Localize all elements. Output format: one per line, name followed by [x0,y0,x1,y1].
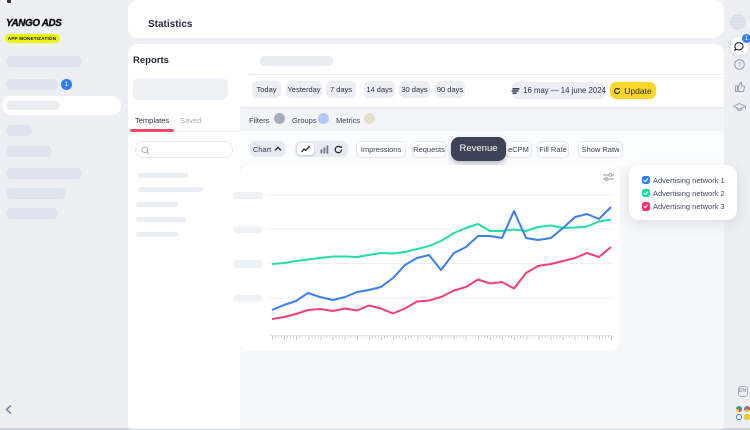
svg-text:?: ? [738,62,742,69]
